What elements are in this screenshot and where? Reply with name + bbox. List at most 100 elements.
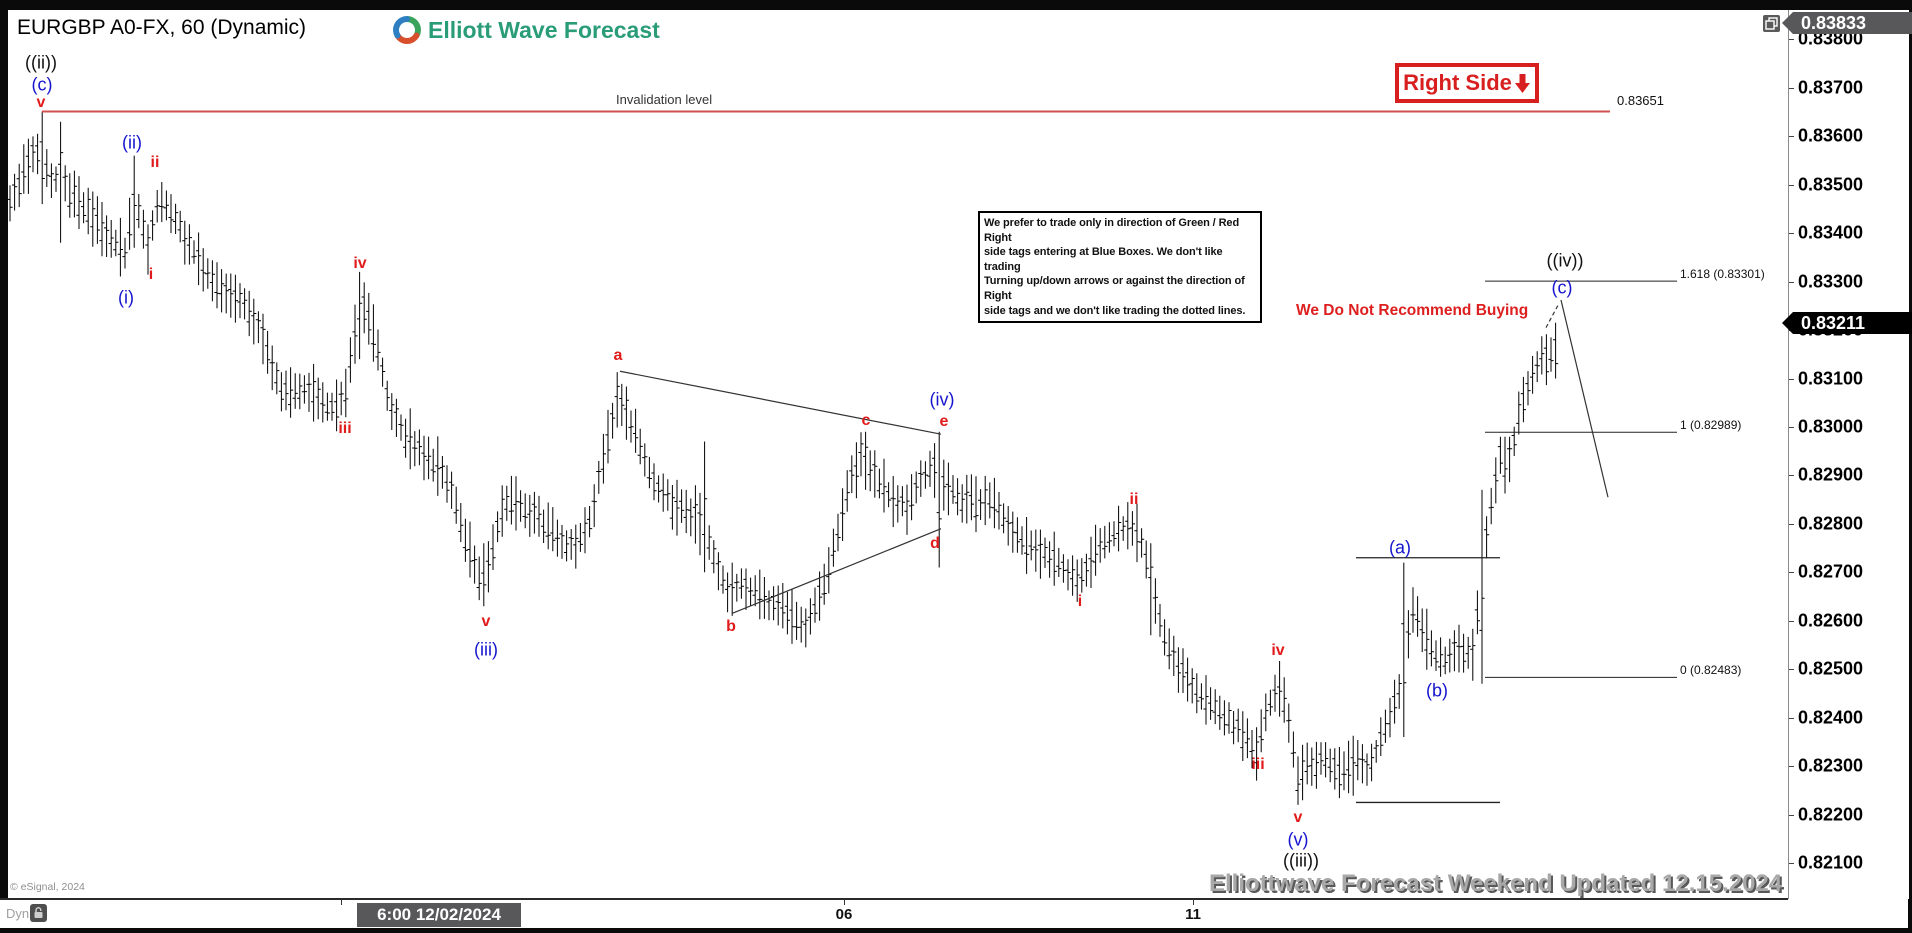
wave-label: v (36, 94, 46, 111)
price-box-notch (1782, 312, 1793, 334)
ohlc-bars (7, 111, 1559, 805)
price-axis-label: 0.82100 (1798, 852, 1864, 873)
note-line: Turning up/down arrows or against the di… (984, 275, 1245, 302)
price-axis-tick (1789, 669, 1794, 671)
price-axis-tick (1789, 39, 1794, 41)
time-axis-tick (844, 898, 845, 905)
time-axis-tick (341, 898, 342, 905)
wave-label: i (1077, 593, 1083, 610)
price-axis-label: 0.83100 (1798, 368, 1864, 388)
price-axis-tick (1789, 426, 1794, 428)
wave-label: (c) (31, 74, 53, 95)
time-axis-label: 06 (835, 906, 853, 923)
session-start-time-box: 6:00 12/02/2024 (357, 903, 521, 927)
price-axis-label: 0.82400 (1798, 707, 1864, 728)
wave-label: (v) (1287, 829, 1309, 850)
right-side-label: Right Side (1403, 70, 1512, 95)
lock-icon[interactable] (30, 904, 47, 922)
price-axis-tick (1789, 184, 1794, 186)
fib-level-label: 1 (0.82989) (1680, 418, 1742, 433)
window-restore-icon[interactable] (1763, 15, 1780, 32)
wave-label: (b) (1426, 680, 1448, 701)
brand-logo: Elliott Wave Forecast (393, 16, 660, 44)
wave-label: (c) (1551, 277, 1573, 298)
price-axis-label: 0.82300 (1798, 755, 1864, 776)
price-axis-tick (1789, 863, 1794, 864)
price-axis-tick (1789, 766, 1794, 768)
brand-swirl-icon (393, 16, 421, 44)
chart-line (731, 528, 942, 615)
chart-line (1560, 299, 1609, 498)
price-axis-label: 0.83500 (1798, 174, 1864, 195)
note-line: We prefer to trade only in direction of … (984, 217, 1240, 244)
wave-label: ((ii)) (25, 52, 57, 73)
price-axis-label: 0.82800 (1798, 513, 1864, 534)
price-axis-label: 0.82600 (1798, 610, 1864, 631)
plot-bottom-border (0, 898, 1788, 900)
wave-label: b (726, 618, 736, 635)
wave-label: a (613, 347, 623, 364)
wave-label: iv (353, 255, 367, 272)
wave-label: ((iv)) (1546, 250, 1584, 271)
wave-label: v (481, 613, 491, 630)
price-axis-label: 0.82700 (1798, 561, 1864, 582)
wave-label: (a) (1389, 537, 1411, 558)
price-axis-tick (1789, 233, 1794, 235)
price-axis-tick (1789, 572, 1794, 574)
wave-label: (iii) (474, 639, 498, 660)
price-axis-label: 0.83400 (1798, 222, 1864, 243)
fib-level-label: 1.618 (0.83301) (1680, 267, 1765, 282)
wave-label: iii (338, 420, 352, 437)
price-axis-tick (1789, 378, 1794, 380)
time-axis-tick (1193, 898, 1194, 905)
price-axis-tick (1789, 717, 1794, 719)
wave-label: (iv) (929, 389, 955, 410)
wave-label: e (939, 413, 949, 430)
price-axis-label: 0.82200 (1798, 804, 1864, 825)
wave-label: v (1293, 809, 1303, 826)
price-axis-label: 0.83600 (1798, 125, 1864, 146)
session-high-price-box: 0.83833 (1782, 12, 1912, 34)
price-axis-label: 0.83000 (1798, 416, 1864, 437)
price-axis-label: 0.83300 (1798, 271, 1864, 292)
fib-level-label: 0 (0.82483) (1680, 663, 1742, 678)
wave-label: iii (1251, 756, 1265, 773)
esignal-copyright: © eSignal, 2024 (10, 881, 85, 893)
wave-label: ii (150, 154, 160, 171)
last-price-box: 0.83211 (1782, 312, 1912, 334)
note-line: side tags and we don't like trading the … (984, 304, 1246, 317)
brand-text: Elliott Wave Forecast (428, 16, 660, 43)
price-axis-label: 0.82500 (1798, 658, 1864, 679)
price-axis-tick (1789, 620, 1794, 622)
price-axis-label: 0.82900 (1798, 464, 1864, 485)
time-axis-strip (0, 900, 1908, 928)
no-buy-warning-text: We Do Not Recommend Buying (1296, 302, 1529, 319)
wave-label: i (148, 266, 154, 283)
right-side-tag: Right Side (1395, 63, 1539, 103)
price-axis-tick (1789, 475, 1794, 477)
last-price-value: 0.83211 (1801, 312, 1866, 333)
down-arrow-icon (1514, 73, 1531, 94)
window-border-left (0, 10, 8, 900)
wave-label: ((iii)) (1283, 850, 1319, 871)
dynamic-mode-label: Dyn (6, 906, 30, 921)
wave-label: ii (1129, 491, 1139, 508)
session-high-value: 0.83833 (1801, 12, 1867, 33)
note-line: side tags entering at Blue Boxes. We don… (984, 246, 1223, 273)
window-border-top (0, 0, 1912, 10)
price-axis-tick (1789, 281, 1794, 283)
price-axis-label: 0.83700 (1798, 77, 1864, 98)
wave-label: d (930, 535, 940, 552)
wave-label: (i) (118, 287, 134, 308)
trading-note-box: We prefer to trade only in direction of … (978, 211, 1262, 324)
price-axis-tick (1789, 523, 1794, 525)
wave-label: iv (1271, 642, 1285, 659)
price-box-notch (1782, 12, 1793, 34)
time-axis-label: 11 (1185, 906, 1201, 923)
price-axis-tick (1789, 136, 1794, 138)
price-axis-tick (1789, 814, 1794, 816)
price-axis-panel[interactable] (1788, 10, 1909, 899)
chart-line (1545, 303, 1560, 328)
